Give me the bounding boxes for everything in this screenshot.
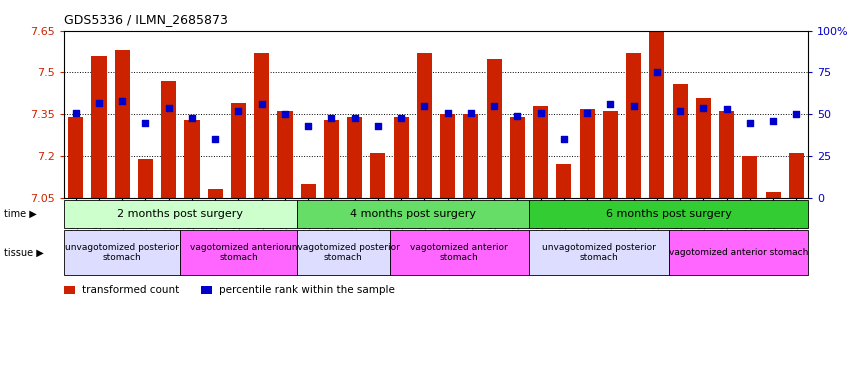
Bar [673,84,687,198]
Bar [440,114,455,198]
Bar [115,50,130,198]
Point [697,104,711,111]
Text: unvagotomized posterior
stomach: unvagotomized posterior stomach [286,243,400,262]
Point [209,136,222,142]
Point [139,119,152,126]
Point [557,136,571,142]
Point [301,123,315,129]
Bar [557,164,571,198]
Bar [91,56,107,198]
Bar [486,58,502,198]
Text: percentile rank within the sample: percentile rank within the sample [219,285,395,295]
Bar [742,156,758,198]
Text: tissue ▶: tissue ▶ [4,247,44,258]
Text: unvagotomized posterior
stomach: unvagotomized posterior stomach [65,243,180,262]
Bar [208,189,223,198]
Bar [463,114,479,198]
Bar [185,120,199,198]
Bar [370,153,386,198]
Bar [580,109,595,198]
Point [69,109,83,116]
Bar [393,117,409,198]
Point [534,109,547,116]
Point [627,103,640,109]
Bar [603,111,618,198]
Point [278,111,292,118]
Bar [68,117,83,198]
Text: vagotomized anterior
stomach: vagotomized anterior stomach [410,243,508,262]
Point [510,113,524,119]
Bar [626,53,641,198]
Text: 4 months post surgery: 4 months post surgery [350,209,475,219]
Bar [649,31,664,198]
Point [743,119,757,126]
Bar [417,53,432,198]
Point [441,109,455,116]
Bar [162,81,176,198]
Point [186,114,199,121]
Bar [719,111,734,198]
Bar [347,117,363,198]
Bar [789,153,804,198]
Text: vagotomized anterior stomach: vagotomized anterior stomach [669,248,808,257]
Bar [510,117,525,198]
Text: 6 months post surgery: 6 months post surgery [605,209,731,219]
Text: time ▶: time ▶ [4,209,37,219]
Point [581,109,594,116]
Point [325,114,339,121]
Text: GDS5336 / ILMN_2685873: GDS5336 / ILMN_2685873 [64,13,228,26]
Bar [324,120,339,198]
Bar [138,159,153,198]
Bar [254,53,269,198]
Point [650,70,663,76]
Point [720,106,734,112]
Text: 2 months post surgery: 2 months post surgery [117,209,244,219]
Bar [765,192,781,198]
Point [255,101,268,107]
Point [162,104,175,111]
Bar [301,184,315,198]
Bar [696,98,711,198]
Point [394,114,408,121]
Point [673,108,687,114]
Text: vagotomized anterior
stomach: vagotomized anterior stomach [190,243,287,262]
Point [487,103,501,109]
Bar [277,111,292,198]
Text: unvagotomized posterior
stomach: unvagotomized posterior stomach [542,243,656,262]
Point [464,109,478,116]
Point [604,101,617,107]
Text: transformed count: transformed count [82,285,180,295]
Bar [231,103,246,198]
Point [115,98,129,104]
Point [789,111,803,118]
Bar [534,106,548,198]
Point [417,103,431,109]
Point [232,108,245,114]
Point [348,114,362,121]
Point [766,118,780,124]
Point [92,99,106,106]
Point [371,123,385,129]
